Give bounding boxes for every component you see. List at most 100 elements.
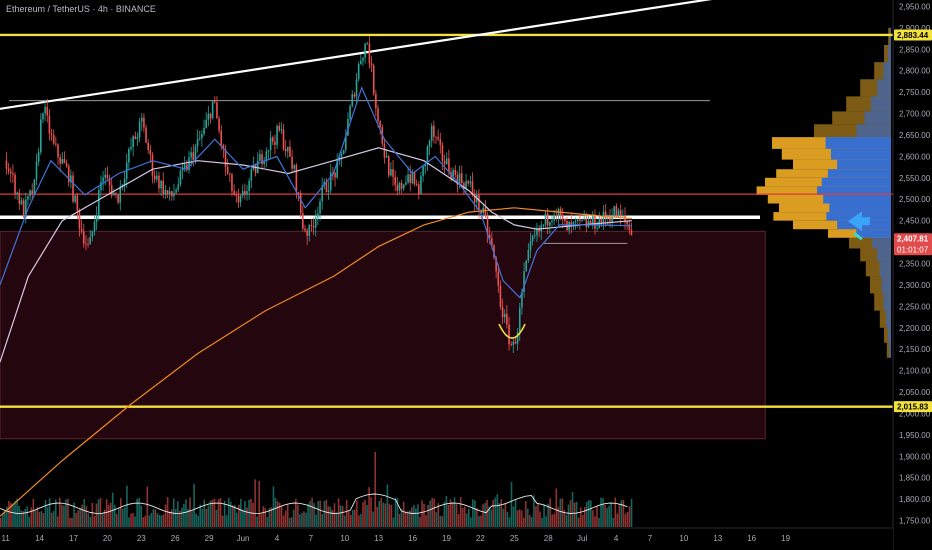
volume-bar [307, 503, 309, 527]
price-tick-label: 2,550.00 [899, 174, 931, 183]
volume-bar [376, 506, 379, 527]
volume-bar [423, 504, 425, 527]
volume-bar [185, 499, 187, 527]
candle-body [218, 118, 220, 131]
candle-body [201, 133, 203, 139]
volume-bar [394, 497, 397, 527]
profile-bin [888, 27, 891, 45]
volume-bar [290, 517, 293, 527]
volume-bar [93, 515, 96, 527]
time-axis[interactable]: 11 14 17 20 23 26 29 Jun 4 7 10 13 16 19 22 25 28 Jul 4 7 10… [0, 527, 893, 550]
profile-bin [884, 44, 891, 63]
price-tick-label: 2,600.00 [899, 152, 931, 161]
candle-body [52, 134, 55, 144]
candle-body [132, 136, 134, 148]
time-tick-label: 13 [374, 534, 383, 543]
candle-body [209, 113, 212, 119]
candle-body [27, 196, 29, 200]
price-badge[interactable] [894, 401, 932, 413]
volume-bar [38, 512, 41, 527]
candle-body [570, 221, 573, 225]
volume-bar [22, 511, 24, 527]
time-tick-label: 7 [648, 534, 653, 543]
profile-bin-buy [883, 293, 891, 311]
volume-bar [600, 497, 602, 527]
volume-bar [500, 499, 503, 527]
price-axis[interactable]: 2,950.00 2,900.00 2,850.00 2,800.00 2,750.00… [892, 0, 932, 550]
candle-body [433, 125, 435, 137]
volume-bar [75, 513, 77, 527]
volume-bar [486, 499, 488, 527]
price-badge[interactable] [894, 233, 932, 256]
volume-bar [545, 516, 547, 527]
candle-body [329, 172, 332, 191]
candle-body [370, 63, 373, 66]
candle-body [14, 174, 16, 195]
volume-bar [628, 506, 631, 527]
volume-bar [563, 509, 566, 527]
candle-body [561, 215, 564, 219]
volume-bar [622, 499, 625, 527]
volume-bar [71, 517, 73, 527]
candle-body [194, 146, 197, 161]
candle-body [452, 169, 454, 180]
candle-body [583, 218, 585, 220]
volume-bar [480, 515, 482, 527]
time-tick-label: 7 [309, 534, 314, 543]
level-lines[interactable] [0, 0, 893, 408]
candle-body [164, 190, 167, 195]
candle-body [450, 172, 452, 180]
candle-body [402, 184, 405, 189]
candle-body [57, 144, 59, 158]
volume-bar [533, 495, 535, 527]
volume-bar [16, 498, 18, 527]
candle-body [246, 191, 248, 195]
volume-bar [419, 516, 421, 527]
volume-bar [602, 498, 604, 527]
candle-body [521, 292, 523, 308]
trendline[interactable] [0, 0, 713, 110]
candle-countdown-label: 01:01:07 [897, 246, 929, 255]
volume-bar [490, 509, 492, 527]
price-tick-label: 2,200.00 [899, 324, 931, 333]
candle-body [155, 175, 158, 180]
volume-bar [531, 517, 533, 527]
candle-body [465, 181, 467, 189]
volume-bar [138, 497, 140, 527]
candle-body [254, 164, 257, 174]
volume-bar [124, 507, 126, 527]
time-tick-label: 22 [476, 534, 485, 543]
volume-bar [445, 495, 448, 527]
volume-bar [59, 497, 61, 527]
time-tick-label: 29 [205, 534, 214, 543]
candle-body [261, 154, 263, 165]
price-tick-label: 2,800.00 [899, 67, 931, 76]
time-tick-label: 17 [69, 534, 78, 543]
candle-body [467, 181, 470, 184]
profile-bin-buy [877, 248, 891, 262]
volume-bar [238, 504, 240, 527]
annotations [498, 211, 870, 339]
volume-bar [52, 511, 55, 527]
volume-bar [472, 499, 474, 527]
volume-bar [382, 502, 385, 527]
candle-body [235, 194, 238, 196]
candle-body [183, 164, 186, 169]
candle-body [392, 169, 394, 177]
volume-bar [431, 497, 433, 527]
price-badge[interactable] [894, 29, 932, 41]
volume-bar [105, 499, 108, 527]
candle-body [396, 184, 399, 191]
candle-body [544, 213, 547, 225]
candle-body [351, 94, 354, 107]
volume-bar [73, 502, 75, 527]
volume-profile [756, 27, 891, 358]
candle-body [22, 200, 25, 218]
volume-bar [20, 510, 22, 527]
candle-body [424, 164, 427, 167]
candle-body [486, 216, 489, 235]
volume-bar [608, 505, 610, 527]
candle-body [471, 181, 474, 194]
volume-bar [276, 501, 279, 527]
